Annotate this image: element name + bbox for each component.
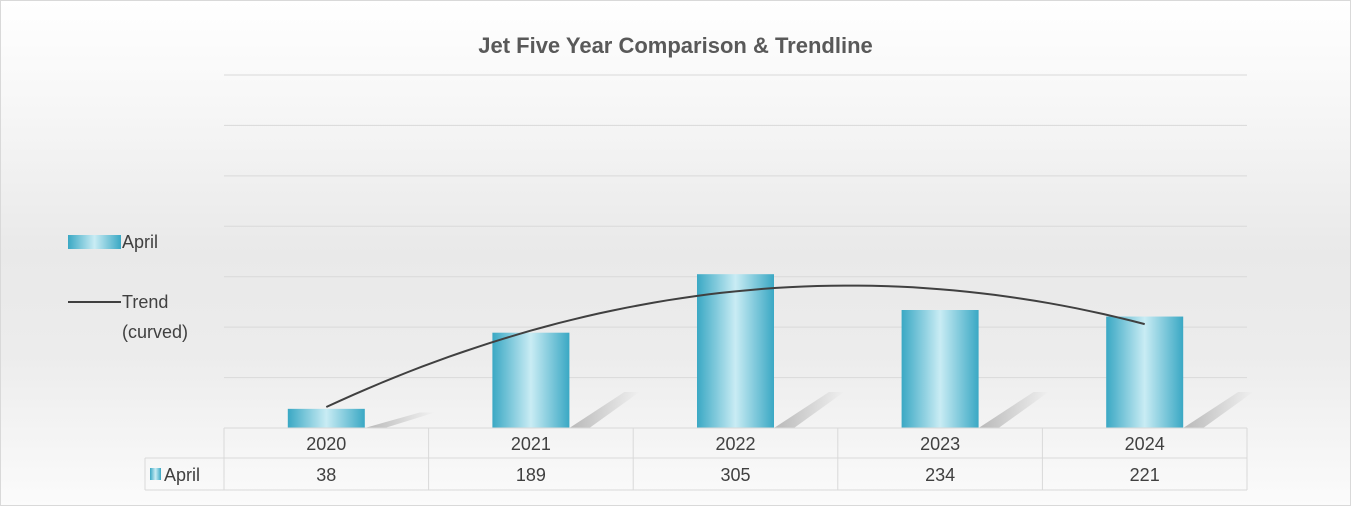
bar-2024 [1106, 316, 1184, 428]
trendline-curve [325, 284, 1145, 408]
bar-2022 [697, 274, 774, 428]
trendline [325, 284, 1145, 408]
chart-title: Jet Five Year Comparison & Trendline [478, 33, 873, 58]
bar-shadow [364, 412, 435, 428]
bar-2021 [492, 332, 570, 428]
data-table: 2020 38 2021 189 2022 305 2023 234 2024 221 April [144, 427, 1248, 491]
x-tick-label: 2022 [715, 434, 755, 454]
bar-2023 [901, 309, 979, 428]
legend-label-trend: Trend [122, 292, 169, 312]
data-label: 234 [925, 465, 955, 485]
table-legend-key [150, 468, 161, 480]
x-tick-label: 2024 [1125, 434, 1165, 454]
data-label: 305 [720, 465, 750, 485]
bar-shadow [569, 392, 640, 428]
data-label: 38 [316, 465, 336, 485]
legend-swatch-trend [68, 301, 121, 303]
bars [287, 274, 1184, 428]
bar-shadow [774, 392, 844, 428]
x-tick-label: 2020 [306, 434, 346, 454]
bar-2020 [287, 408, 365, 428]
bar-shadows [364, 392, 1254, 428]
data-label: 221 [1130, 465, 1160, 485]
legend-label-trend-curved: (curved) [122, 322, 189, 342]
table-row-label: April [164, 465, 200, 485]
legend-label-april: April [122, 232, 159, 252]
x-tick-label: 2021 [511, 434, 551, 454]
bar-shadow [978, 392, 1049, 428]
data-label: 189 [516, 465, 546, 485]
bar-shadow [1183, 392, 1254, 428]
legend-swatch-april [68, 235, 121, 249]
x-tick-label: 2023 [920, 434, 960, 454]
